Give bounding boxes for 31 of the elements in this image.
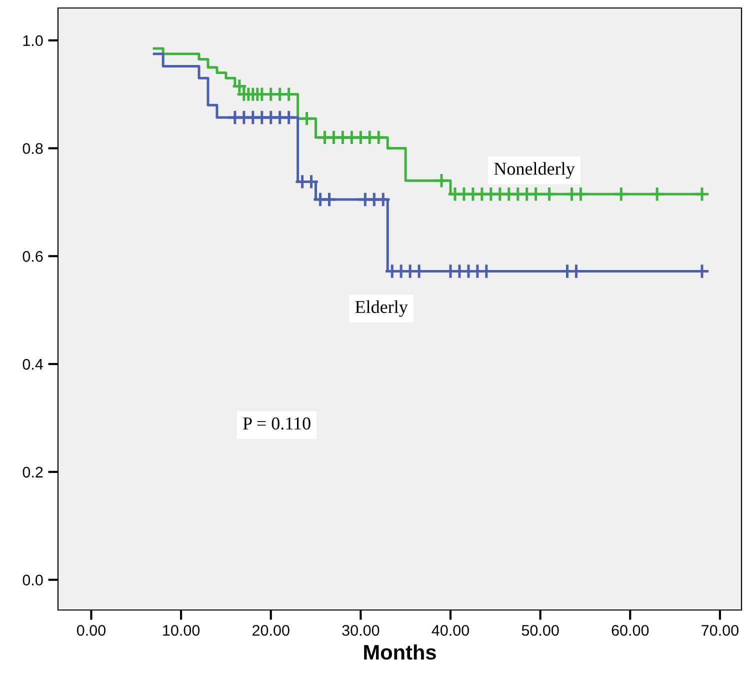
point (528, 186, 544, 202)
point (613, 186, 629, 202)
point (375, 192, 391, 208)
point (694, 186, 710, 202)
y-tick-label: 0.2 (22, 466, 43, 478)
x-tick-label: 50.00 (522, 624, 559, 636)
point (298, 110, 315, 126)
x-tick-label: 40.00 (432, 624, 470, 636)
y-tick-label: 0.6 (22, 251, 43, 262)
y-tick-label: 0.4 (22, 358, 43, 370)
x-tick-label: 20.00 (252, 624, 290, 636)
series-label: Nonelderly (494, 162, 575, 179)
x-tick-label: 60.00 (612, 624, 649, 636)
point (370, 130, 386, 146)
point (280, 110, 297, 126)
point (649, 186, 665, 202)
series-label: Elderly (355, 300, 408, 317)
x-axis-title: Months (364, 644, 436, 660)
x-tick-label: 70.00 (702, 624, 738, 636)
y-tick-label: 1.0 (23, 35, 43, 46)
annotation: P = 0.110 (243, 417, 310, 430)
point (232, 78, 248, 94)
point (541, 186, 558, 202)
y-tick-label: 0.8 (22, 143, 43, 154)
point (434, 172, 450, 188)
y-tick-label: 0.0 (22, 574, 43, 586)
point (572, 186, 589, 202)
point (321, 192, 338, 208)
x-tick-label: 0.00 (76, 624, 106, 636)
x-tick-label: 30.00 (342, 624, 380, 636)
x-tick-label: 10.00 (163, 624, 200, 636)
